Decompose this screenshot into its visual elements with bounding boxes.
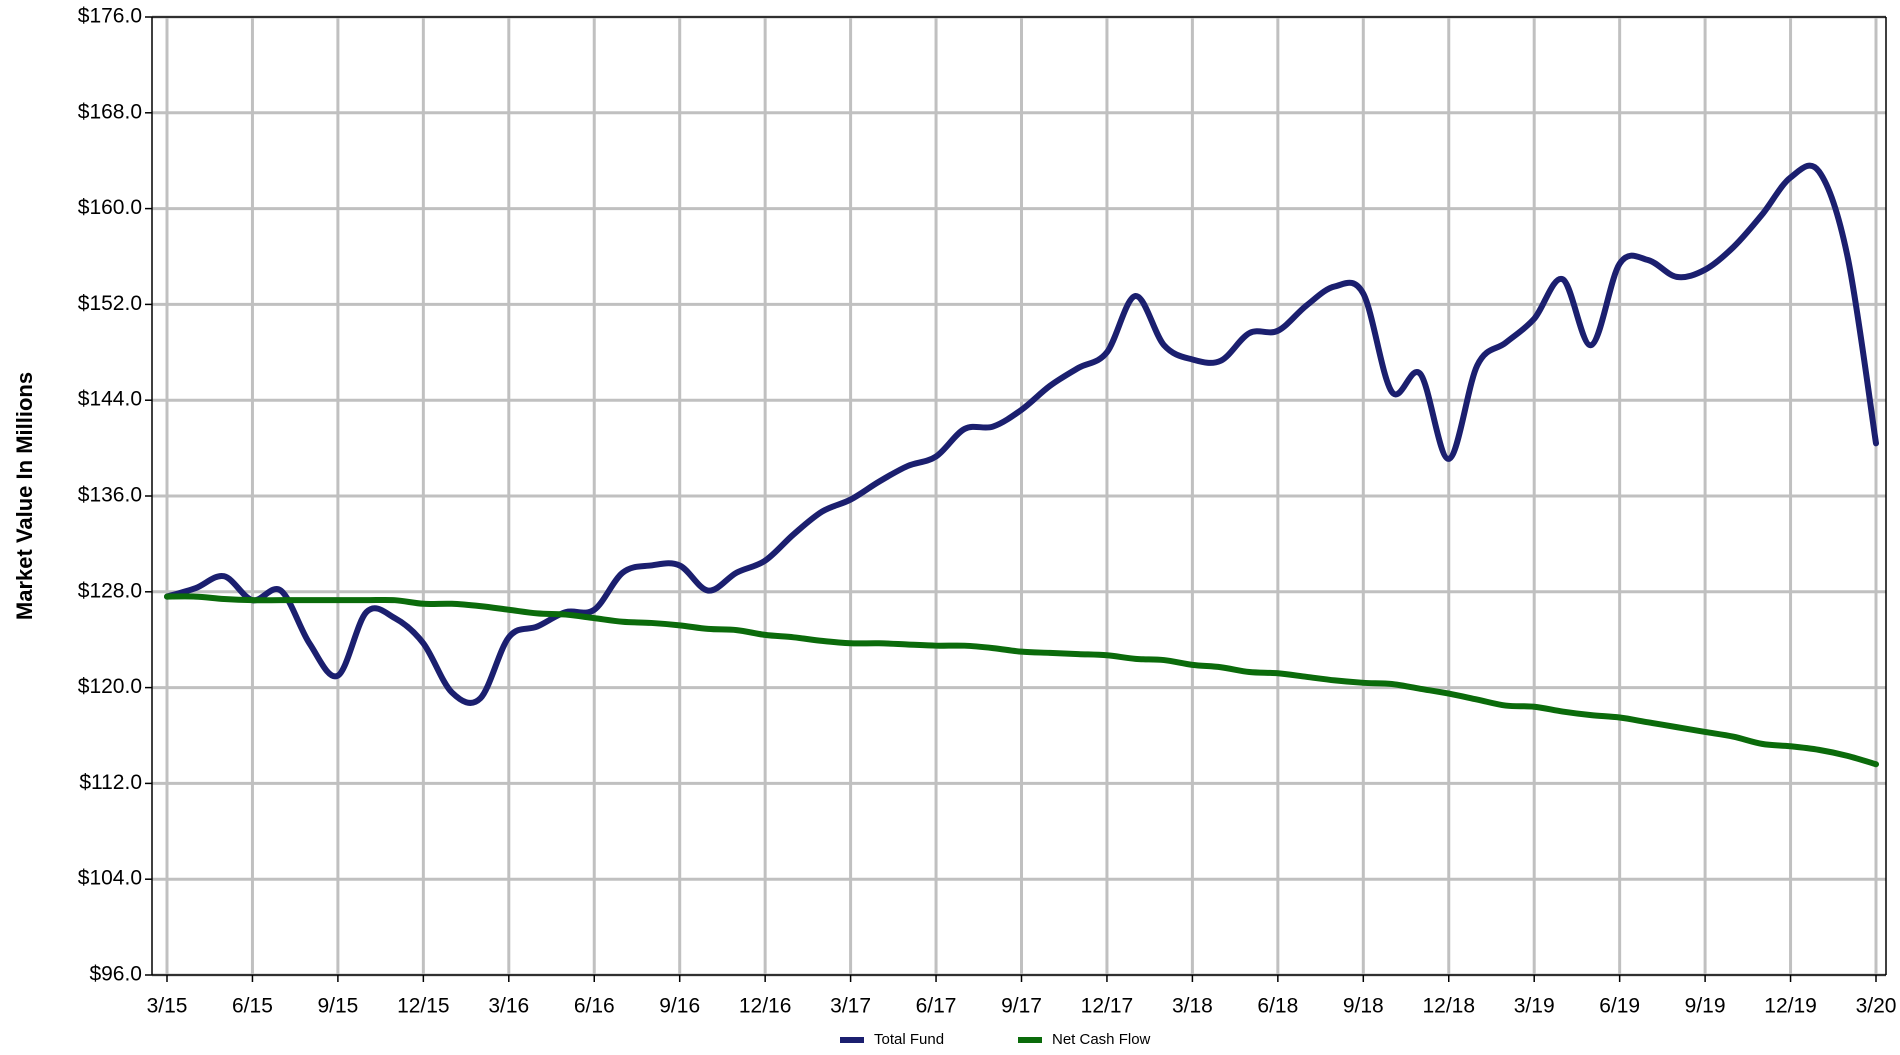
series-line	[164, 593, 1879, 768]
x-tick-label: 3/15	[147, 995, 188, 1018]
series-line	[164, 162, 1879, 706]
x-tick-label: 6/16	[574, 995, 615, 1018]
y-tick-label: $144.0	[78, 388, 142, 411]
y-tick-label: $160.0	[78, 196, 142, 219]
x-tick-label: 12/17	[1081, 995, 1134, 1018]
x-tick-label: 3/19	[1514, 995, 1555, 1018]
y-tick-label: $128.0	[78, 579, 142, 602]
y-tick-label: $136.0	[78, 484, 142, 507]
x-tick-label: 3/18	[1172, 995, 1213, 1018]
x-tick-label: 9/15	[317, 995, 358, 1018]
x-tick-label: 12/19	[1764, 995, 1817, 1018]
y-tick-label: $168.0	[78, 100, 142, 123]
y-tick-label: $104.0	[78, 867, 142, 890]
x-tick-label: 9/19	[1685, 995, 1726, 1018]
x-tick-label: 9/17	[1001, 995, 1042, 1018]
x-tick-label: 6/17	[916, 995, 957, 1018]
y-axis-title: Market Value In Millions	[12, 372, 37, 620]
x-tick-label: 3/17	[830, 995, 871, 1018]
y-tick-label: $152.0	[78, 292, 142, 315]
x-tick-label: 12/16	[739, 995, 792, 1018]
x-tick-label: 9/16	[659, 995, 700, 1018]
x-tick-label: 6/15	[232, 995, 273, 1018]
x-tick-label: 6/18	[1257, 995, 1298, 1018]
x-tick-label: 12/15	[397, 995, 450, 1018]
legend-label: Net Cash Flow	[1052, 1031, 1151, 1048]
x-tick-label: 9/18	[1343, 995, 1384, 1018]
y-tick-label: $176.0	[78, 5, 142, 28]
y-tick-label: $96.0	[89, 963, 142, 986]
x-tick-label: 3/16	[488, 995, 529, 1018]
y-tick-label: $120.0	[78, 675, 142, 698]
x-tick-label: 6/19	[1599, 995, 1640, 1018]
legend-label: Total Fund	[874, 1031, 944, 1048]
x-tick-label: 3/20	[1856, 995, 1897, 1018]
y-tick-label: $112.0	[79, 771, 142, 794]
x-tick-label: 12/18	[1422, 995, 1475, 1018]
